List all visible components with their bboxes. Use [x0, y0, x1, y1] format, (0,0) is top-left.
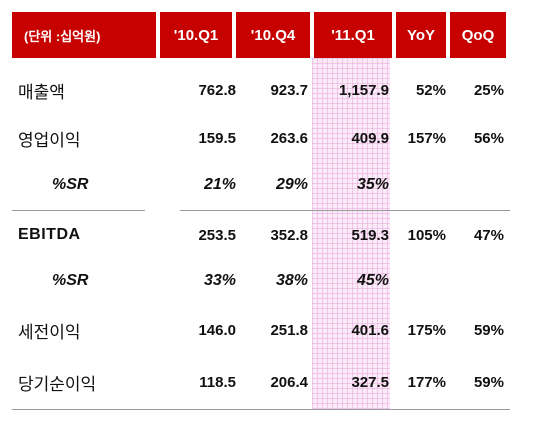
cell-value: 35%: [356, 176, 389, 193]
cell-value: 105%: [407, 226, 446, 244]
table-row: EBITDA 253.5 352.8 519.3 105% 47%: [12, 212, 510, 258]
cell-value: 33%: [203, 272, 236, 289]
cell-value: 29%: [275, 176, 308, 193]
cell-value: 157%: [407, 129, 446, 147]
cell-value: 25%: [473, 81, 504, 99]
table-row: %SR 33% 38% 45%: [12, 258, 510, 304]
column-header-10q1: '10.Q1: [160, 12, 232, 58]
table-row: 세전이익 146.0 251.8 401.6 175% 59%: [12, 307, 510, 353]
row-label-ebitda-margin: %SR: [52, 272, 89, 289]
table-row: 매출액 762.8 923.7 1,157.9 52% 25%: [12, 67, 510, 113]
cell-value: 45%: [356, 272, 389, 289]
column-header-qoq: QoQ: [450, 12, 506, 58]
cell-value: 762.8: [198, 81, 236, 99]
cell-value: 146.0: [198, 321, 236, 339]
cell-value: 59%: [473, 373, 504, 391]
cell-value: 206.4: [270, 373, 308, 391]
row-label-net-income: 당기순이익: [18, 374, 97, 395]
column-header-11q1: '11.Q1: [314, 12, 392, 58]
cell-value: 327.5: [351, 373, 389, 391]
cell-value: 401.6: [351, 321, 389, 339]
cell-value: 519.3: [351, 226, 389, 244]
row-label-operating-income: 영업이익: [18, 130, 81, 151]
cell-value: 253.5: [198, 226, 236, 244]
table-row: 당기순이익 118.5 206.4 327.5 177% 59%: [12, 359, 510, 405]
cell-value: 1,157.9: [338, 81, 389, 99]
unit-header: (단위 :십억원): [12, 12, 156, 58]
section-divider: [12, 210, 145, 211]
cell-value: 251.8: [270, 321, 308, 339]
section-divider: [180, 210, 510, 211]
row-label-pretax-income: 세전이익: [18, 322, 81, 343]
cell-value: 352.8: [270, 226, 308, 244]
column-header-yoy: YoY: [396, 12, 446, 58]
cell-value: 52%: [415, 81, 446, 99]
row-label-operating-margin: %SR: [52, 176, 89, 193]
cell-value: 59%: [473, 321, 504, 339]
cell-value: 47%: [473, 226, 504, 244]
bottom-rule: [12, 409, 510, 410]
cell-value: 38%: [275, 272, 308, 289]
table-row: 영업이익 159.5 263.6 409.9 157% 56%: [12, 115, 510, 161]
cell-value: 159.5: [198, 129, 236, 147]
cell-value: 923.7: [270, 81, 308, 99]
table-header: (단위 :십억원) '10.Q1 '10.Q4 '11.Q1 YoY QoQ: [12, 12, 510, 58]
cell-value: 118.5: [199, 373, 236, 391]
table-row: %SR 21% 29% 35%: [12, 162, 510, 208]
cell-value: 263.6: [270, 129, 308, 147]
row-label-revenue: 매출액: [18, 82, 65, 103]
cell-value: 21%: [203, 176, 236, 193]
cell-value: 56%: [473, 129, 504, 147]
column-header-10q4: '10.Q4: [236, 12, 310, 58]
cell-value: 177%: [407, 373, 446, 391]
cell-value: 409.9: [351, 129, 389, 147]
row-label-ebitda: EBITDA: [18, 226, 81, 243]
financial-table: (단위 :십억원) '10.Q1 '10.Q4 '11.Q1 YoY QoQ 매…: [12, 12, 510, 417]
highlight-column-11q1: [312, 58, 390, 410]
cell-value: 175%: [407, 321, 446, 339]
